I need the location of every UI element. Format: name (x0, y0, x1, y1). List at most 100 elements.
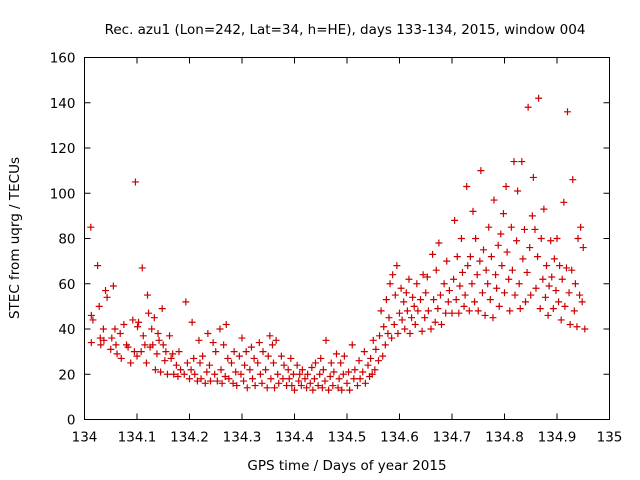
x-tick-label: 134.1 (118, 430, 157, 446)
data-point (524, 103, 532, 111)
data-point (271, 384, 279, 392)
data-point (557, 316, 565, 324)
data-point (385, 314, 393, 322)
data-point (237, 370, 245, 378)
data-point (87, 311, 95, 319)
data-point (379, 352, 387, 360)
data-point (97, 341, 105, 349)
data-point (411, 320, 419, 328)
data-point (343, 379, 351, 387)
data-point (540, 205, 548, 213)
data-point (216, 325, 224, 333)
data-point (421, 314, 429, 322)
data-point (510, 158, 518, 166)
data-point (116, 330, 124, 338)
data-point (270, 359, 277, 367)
data-point (266, 332, 274, 340)
data-point (338, 386, 346, 394)
data-point (361, 379, 369, 387)
data-point (429, 250, 437, 258)
data-point (277, 352, 285, 360)
data-point (309, 386, 317, 394)
data-point (463, 182, 471, 190)
data-point (157, 368, 165, 376)
data-point (312, 359, 319, 367)
data-point (238, 334, 246, 342)
data-point (528, 212, 536, 220)
x-tick-label: 134.2 (170, 430, 209, 446)
data-point (111, 325, 119, 333)
data-point (430, 296, 438, 304)
data-point (327, 359, 335, 367)
data-point (516, 305, 524, 313)
data-point (410, 302, 418, 310)
data-point (149, 341, 157, 349)
data-point (520, 225, 528, 233)
data-point (207, 377, 214, 385)
data-point (498, 262, 506, 270)
data-point (535, 94, 543, 102)
data-point (534, 253, 542, 261)
data-point (442, 309, 450, 317)
data-point (246, 366, 254, 374)
data-point (139, 332, 147, 340)
data-point (268, 341, 276, 349)
data-point (314, 382, 322, 390)
data-point (571, 280, 579, 288)
x-tick-label: 134.6 (380, 430, 419, 446)
data-point (511, 291, 519, 299)
x-tick-label: 134.4 (275, 430, 314, 446)
data-point (440, 280, 448, 288)
data-point (553, 235, 561, 242)
data-point (406, 330, 414, 338)
data-point (555, 298, 563, 306)
data-point (536, 305, 544, 313)
data-point (457, 235, 465, 242)
data-point (339, 370, 347, 378)
data-point (486, 296, 494, 304)
data-point (469, 207, 477, 215)
data-point (316, 370, 324, 378)
data-point (393, 262, 401, 270)
data-point (163, 370, 171, 378)
data-point (190, 354, 198, 362)
data-point (574, 235, 582, 242)
data-point (474, 307, 482, 315)
data-point (318, 384, 326, 392)
data-point (565, 289, 573, 297)
data-point (413, 280, 421, 288)
data-point (423, 273, 431, 281)
data-point (264, 352, 272, 360)
data-point (372, 345, 380, 353)
data-point (103, 293, 111, 301)
data-point (204, 330, 212, 338)
data-point (133, 352, 141, 360)
data-point (251, 382, 259, 390)
data-point (308, 363, 316, 371)
data-point (109, 282, 117, 290)
data-point (295, 377, 303, 385)
data-point (99, 325, 107, 333)
data-point (562, 264, 570, 272)
data-point (427, 325, 435, 333)
data-point (541, 293, 549, 301)
data-point (489, 314, 497, 322)
data-point (298, 366, 306, 374)
data-point (137, 348, 145, 356)
data-point (505, 275, 513, 283)
data-point (330, 368, 338, 376)
data-point (345, 368, 353, 376)
data-point (552, 287, 560, 295)
data-point (153, 350, 161, 358)
data-point (321, 377, 329, 385)
data-point (522, 298, 529, 306)
data-point (443, 257, 451, 265)
data-point (569, 176, 577, 184)
x-tick-label: 134.9 (538, 430, 577, 446)
data-point (254, 359, 262, 367)
data-point (303, 384, 311, 392)
data-point (212, 348, 220, 356)
data-point (296, 370, 304, 378)
data-point (263, 384, 271, 392)
data-point (225, 375, 233, 383)
